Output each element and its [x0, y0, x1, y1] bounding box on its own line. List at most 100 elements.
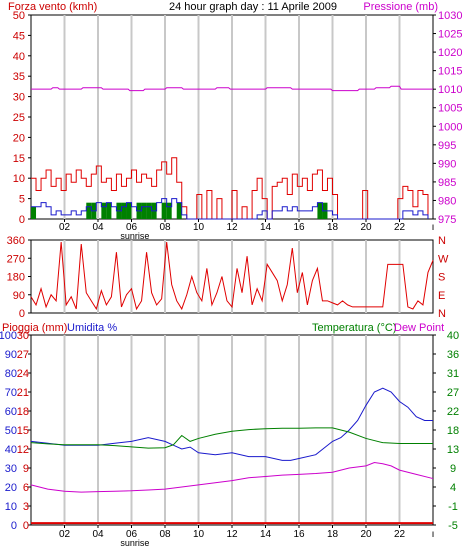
pressure-y-tick-label: 1015 — [438, 66, 462, 78]
humidity-y-tick-label: 70 — [5, 387, 17, 399]
wind-x-tick-label: 20 — [360, 222, 372, 233]
calm-bar — [161, 202, 167, 219]
wind-x-tick-label: 18 — [327, 222, 339, 233]
climate-x-tick-label: 22 — [394, 529, 406, 540]
wind-y-tick-label: 5 — [19, 194, 25, 206]
graph-title: 24 hour graph day : 11 Aprile 2009 — [169, 1, 337, 13]
rain-axis-title: Pioggia (mm) — [2, 322, 67, 334]
climate-x-tick-label: 08 — [159, 529, 171, 540]
calm-bar — [141, 202, 147, 219]
calm-bar — [166, 202, 172, 219]
temperature-y-tick-label: 4 — [450, 482, 456, 494]
pressure-y-tick-label: 1000 — [438, 121, 462, 133]
humidity-y-tick-label: 100 — [0, 330, 17, 342]
pressure-y-tick-label: 975 — [438, 214, 456, 226]
humidity-y-tick-label: 30 — [5, 463, 17, 475]
dewpoint-axis-title: Dew Point — [394, 322, 444, 334]
temperature-series — [30, 427, 433, 449]
calm-bar — [106, 202, 112, 219]
calm-bar — [126, 202, 132, 219]
wind-axis-title: Forza vento (kmh) — [8, 1, 97, 13]
climate-sunrise-label: sunrise — [120, 538, 149, 548]
wind-x-tick-label: 14 — [260, 222, 272, 233]
wind-x-tick-label: 02 — [59, 222, 71, 233]
temperature-y-tick-label: 36 — [447, 349, 459, 361]
winddir-compass-label: E — [438, 290, 445, 302]
wind-x-tick-label: 12 — [226, 222, 238, 233]
wind-x-end-marker: ı — [432, 222, 435, 233]
winddir-y-tick-label: 0 — [19, 308, 25, 320]
winddir-compass-label: W — [438, 253, 449, 265]
humidity-y-tick-label: 80 — [5, 368, 17, 380]
wind-x-tick-label: 10 — [193, 222, 205, 233]
wind-y-tick-label: 30 — [13, 92, 25, 104]
wind-x-tick-label: 04 — [92, 222, 104, 233]
climate-x-tick-label: 20 — [360, 529, 372, 540]
wind-y-tick-label: 40 — [13, 51, 25, 63]
winddir-compass-label: N — [438, 235, 446, 247]
calm-bar — [31, 206, 37, 219]
pressure-y-tick-label: 990 — [438, 158, 456, 170]
winddir-compass-label: S — [438, 272, 445, 284]
humidity-y-tick-label: 40 — [5, 444, 17, 456]
pressure-y-tick-label: 1025 — [438, 29, 462, 41]
wind-direction-series — [30, 241, 434, 311]
pressure-series — [31, 85, 433, 92]
winddir-compass-label: N — [438, 308, 446, 320]
humidity-y-tick-label: 50 — [5, 425, 17, 437]
temperature-y-tick-label: 22 — [447, 406, 459, 418]
dewpoint-series — [30, 461, 434, 493]
pressure-y-tick-label: 995 — [438, 140, 456, 152]
wind-y-tick-label: 15 — [13, 153, 25, 165]
rain-y-tick-label: 6 — [23, 482, 29, 494]
rain-y-tick-label: 24 — [17, 368, 29, 380]
temperature-y-tick-label: 18 — [447, 425, 459, 437]
climate-x-tick-label: 16 — [293, 529, 305, 540]
pressure-y-tick-label: 1030 — [438, 10, 462, 22]
wind-x-tick-label: 08 — [159, 222, 171, 233]
wind-sunrise-label: sunrise — [120, 231, 149, 241]
climate-x-end-marker: ı — [432, 529, 435, 540]
wind-y-tick-label: 20 — [13, 132, 25, 144]
climate-x-tick-label: 06 — [126, 529, 138, 540]
humidity-y-tick-label: 0 — [11, 520, 17, 532]
humidity-y-tick-label: 10 — [5, 501, 17, 513]
climate-x-tick-label: 10 — [193, 529, 205, 540]
calm-bar — [101, 202, 107, 219]
rain-y-tick-label: 9 — [23, 463, 29, 475]
winddir-y-tick-label: 180 — [7, 272, 25, 284]
temperature-axis-title: Temperatura (°C) — [312, 322, 396, 334]
temperature-y-tick-label: -5 — [448, 520, 458, 532]
wind-pressure-panel: 0510152025303540455097598098599099510001… — [13, 10, 463, 241]
humidity-y-tick-label: 60 — [5, 406, 17, 418]
temperature-y-tick-label: 9 — [450, 463, 456, 475]
temperature-y-tick-label: 31 — [447, 368, 459, 380]
rain-y-tick-label: 3 — [23, 501, 29, 513]
rain-y-tick-label: 12 — [17, 444, 29, 456]
pressure-y-tick-label: 1010 — [438, 84, 462, 96]
humidity-axis-title: Umidita % — [67, 322, 117, 334]
rain-y-tick-label: 0 — [23, 520, 29, 532]
wind-y-tick-label: 0 — [19, 214, 25, 226]
winddir-y-tick-label: 360 — [7, 235, 25, 247]
wind-y-tick-label: 35 — [13, 71, 25, 83]
pressure-y-tick-label: 980 — [438, 195, 456, 207]
wind-y-tick-label: 50 — [13, 10, 25, 22]
temperature-y-tick-label: 40 — [447, 330, 459, 342]
wind-average-series — [31, 198, 429, 220]
humidity-y-tick-label: 20 — [5, 482, 17, 494]
wind-y-tick-label: 25 — [13, 112, 25, 124]
pressure-axis-title: Pressione (mb) — [363, 1, 438, 13]
wind-x-tick-label: 22 — [394, 222, 406, 233]
climate-x-tick-label: 04 — [92, 529, 104, 540]
calm-bar — [146, 202, 152, 219]
climate-x-tick-label: 02 — [59, 529, 71, 540]
rain-y-tick-label: 18 — [17, 406, 29, 418]
humidity-series — [30, 387, 433, 461]
wind-y-tick-label: 10 — [13, 173, 25, 185]
wind-direction-panel: 0 N 90 E 180 S 270 W 360 N — [7, 235, 449, 320]
wind-x-tick-label: 06 — [126, 222, 138, 233]
temperature-y-tick-label: 13 — [447, 444, 459, 456]
wind-y-tick-label: 45 — [13, 30, 25, 42]
